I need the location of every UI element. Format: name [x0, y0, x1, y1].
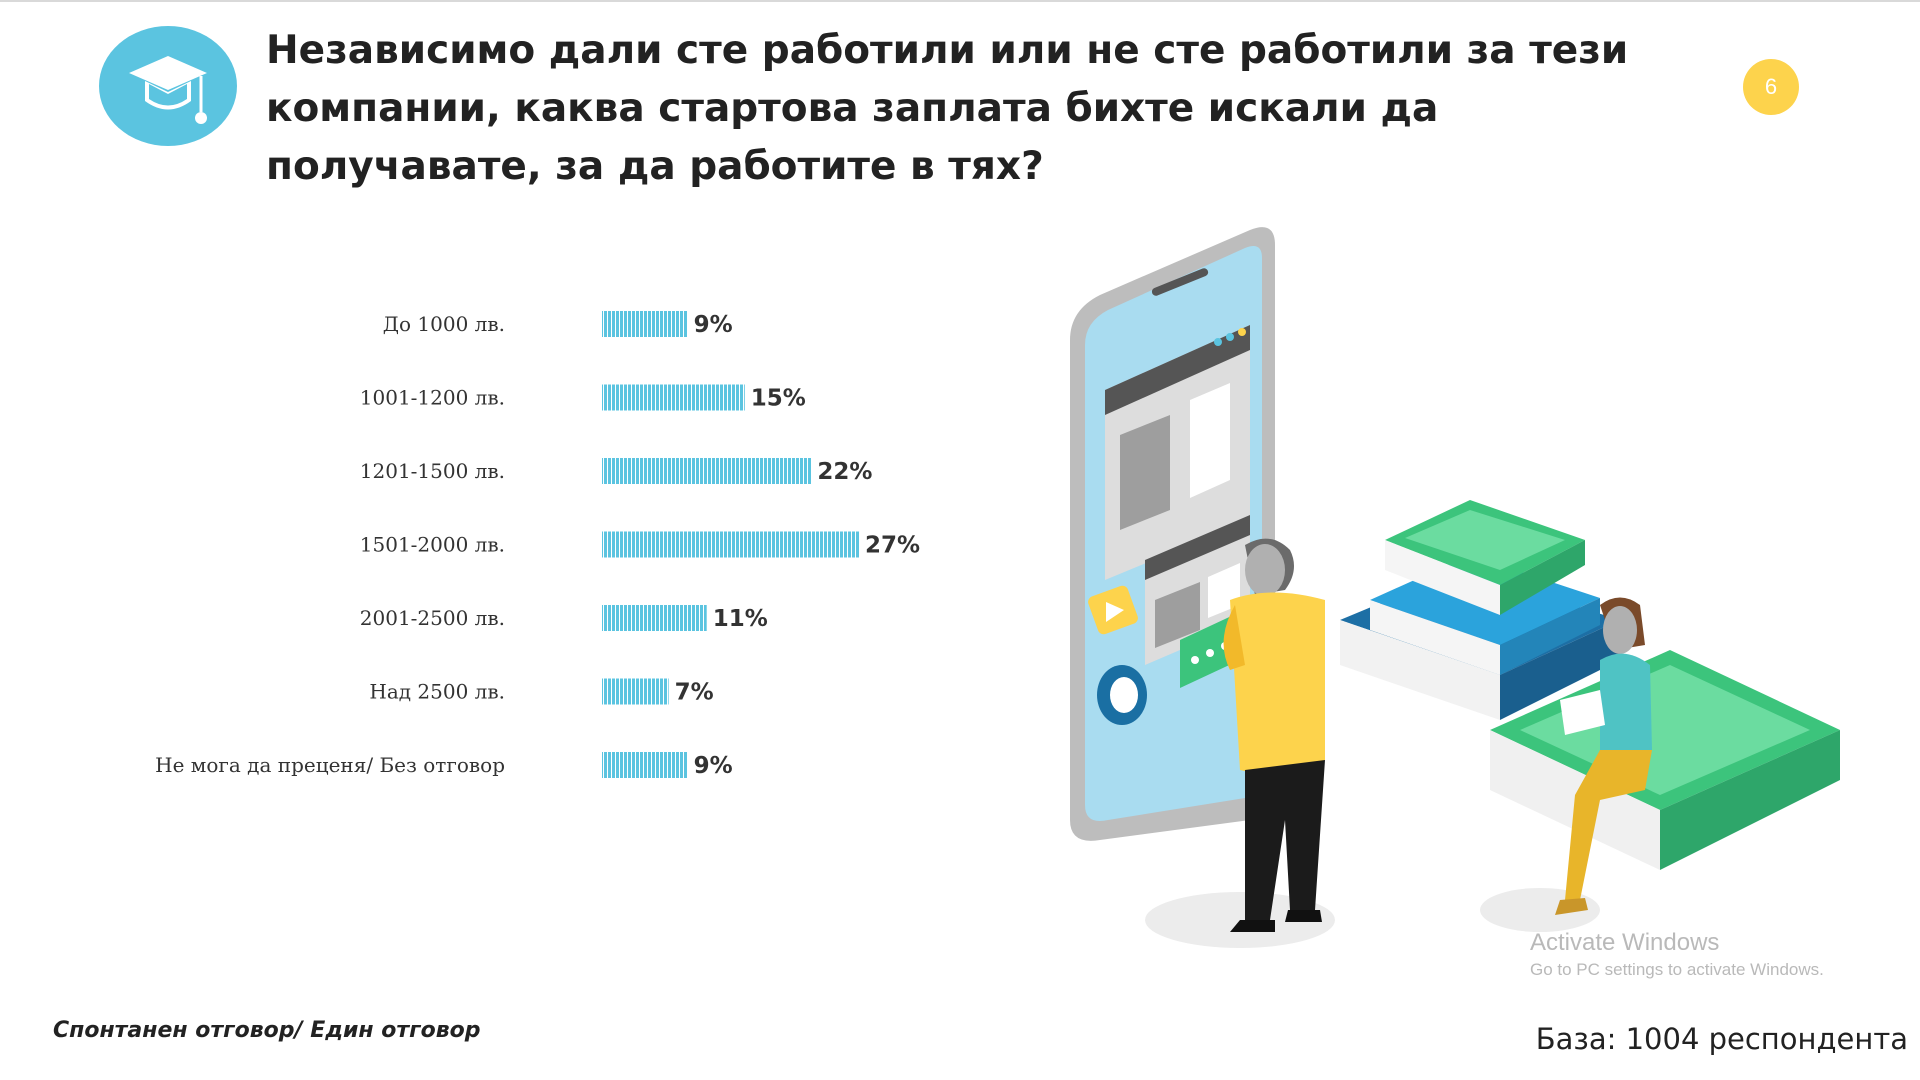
value-label: 7% — [675, 680, 714, 706]
graduation-cap-logo — [99, 26, 237, 146]
bar — [602, 458, 812, 484]
value-label: 9% — [694, 312, 733, 338]
bar — [602, 311, 688, 337]
top-divider — [0, 0, 1920, 2]
category-label: До 1000 лв. — [383, 312, 505, 336]
bar — [602, 605, 707, 631]
graduation-cap-icon — [129, 56, 207, 124]
category-label: 2001-2500 лв. — [360, 606, 505, 630]
value-label: 11% — [713, 606, 768, 632]
response-type-note: Спонтанен отговор/ Един отговор — [53, 1018, 481, 1043]
activate-windows-watermark: Activate Windows Go to PC settings to ac… — [1530, 928, 1824, 982]
bar — [602, 384, 745, 411]
category-label: Над 2500 лв. — [369, 680, 505, 704]
value-label: 27% — [865, 533, 920, 559]
watermark-subtitle: Go to PC settings to activate Windows. — [1530, 960, 1824, 979]
value-label: 22% — [817, 459, 872, 485]
category-label: 1201-1500 лв. — [360, 459, 505, 483]
bar — [602, 678, 669, 705]
sample-base-note: База: 1004 респондента — [1535, 1022, 1908, 1056]
salary-bar-chart: До 1000 лв. 9% 1001-1200 лв. 15% 1201-1500 л… — [155, 311, 920, 779]
page-title: Независимо дали сте работили или не сте … — [266, 28, 1629, 189]
value-label: 9% — [694, 753, 733, 779]
category-label: Не мога да преценя/ Без отговор — [155, 753, 505, 777]
page-number-badge: 6 — [1743, 59, 1799, 115]
category-label: 1001-1200 лв. — [360, 386, 505, 410]
value-label: 15% — [751, 386, 806, 412]
people-with-phone-and-books-illustration — [1070, 227, 1840, 948]
bar — [602, 752, 688, 778]
category-label: 1501-2000 лв. — [360, 533, 505, 557]
bar — [602, 531, 859, 558]
watermark-title: Activate Windows — [1530, 929, 1720, 956]
